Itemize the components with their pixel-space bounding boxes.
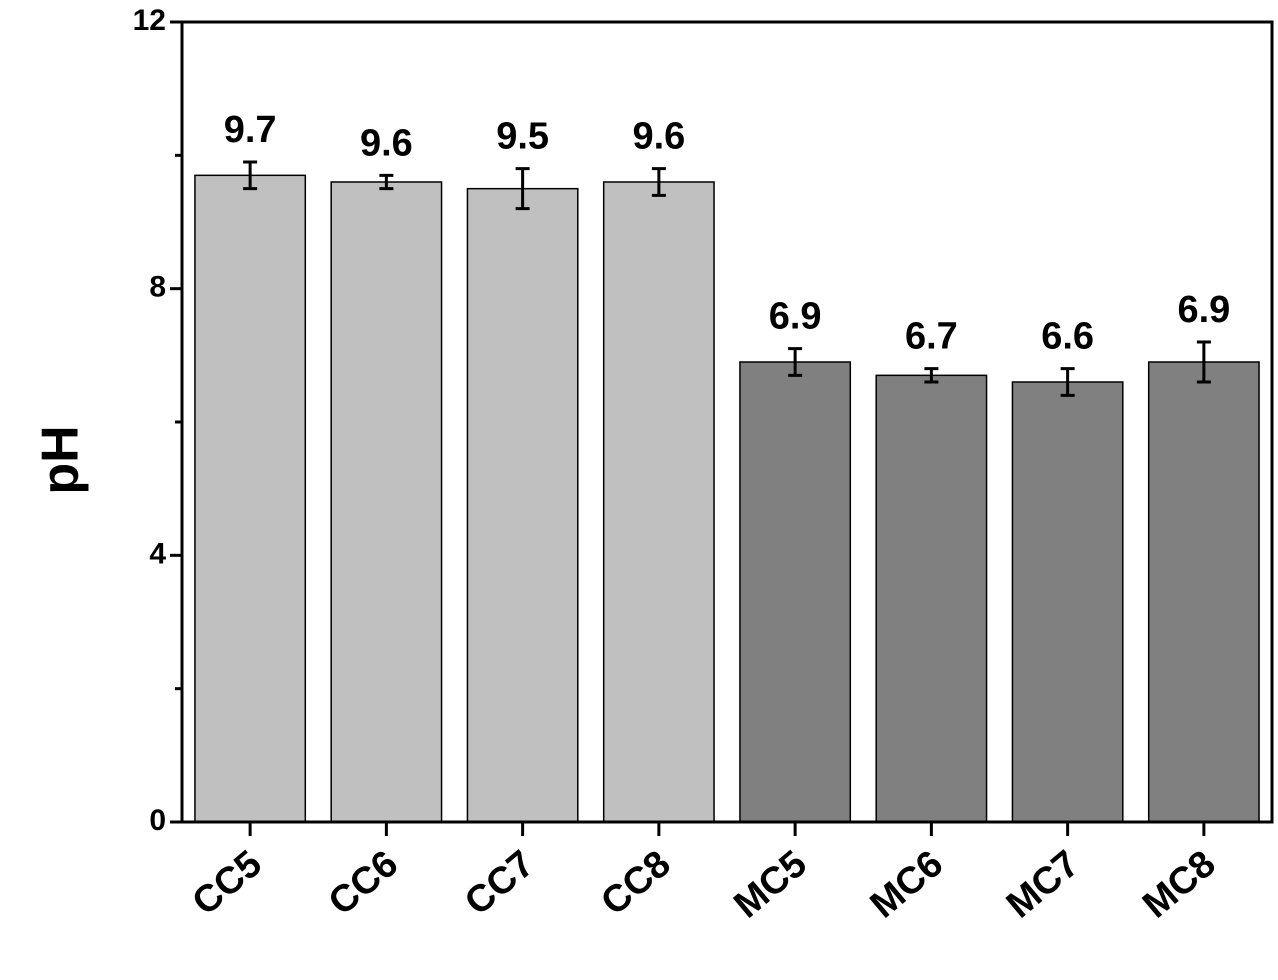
x-tick-label: CC5 — [185, 843, 270, 924]
y-tick-label: 0 — [149, 804, 166, 837]
bar — [1011, 381, 1124, 823]
x-tick-label: MC7 — [999, 843, 1087, 927]
bar — [330, 181, 443, 823]
value-label: 6.9 — [769, 296, 822, 338]
error-bar — [1060, 367, 1075, 397]
plot-frame — [180, 20, 1274, 824]
y-tick-label: 8 — [149, 271, 166, 304]
bar — [875, 374, 988, 823]
error-bar — [379, 173, 394, 191]
x-tick-label: MC8 — [1135, 843, 1223, 927]
error-bar — [243, 160, 258, 191]
bar — [194, 174, 307, 823]
value-label: 6.6 — [1041, 316, 1094, 358]
x-tick-label: CC8 — [593, 843, 678, 924]
error-bar — [788, 347, 803, 377]
value-label: 6.7 — [905, 316, 958, 358]
value-label: 9.6 — [360, 122, 413, 164]
bar — [466, 187, 579, 823]
error-bar — [1196, 340, 1211, 384]
error-bar — [924, 367, 939, 384]
error-bar — [651, 167, 666, 197]
x-tick-label: CC7 — [457, 843, 542, 924]
bar — [1147, 361, 1260, 823]
y-axis-label: pH — [32, 425, 90, 494]
bar — [739, 361, 852, 823]
bar — [602, 181, 715, 823]
x-tick-label: MC5 — [726, 843, 814, 927]
value-label: 9.7 — [224, 109, 277, 151]
value-label: 9.5 — [496, 116, 549, 158]
value-label: 9.6 — [632, 116, 685, 158]
error-bar — [515, 167, 530, 211]
x-tick-label: CC6 — [321, 843, 406, 924]
x-tick-label: MC6 — [863, 843, 951, 927]
y-tick-label: 12 — [133, 4, 166, 37]
y-tick-label: 4 — [149, 537, 166, 570]
value-label: 6.9 — [1177, 289, 1230, 331]
